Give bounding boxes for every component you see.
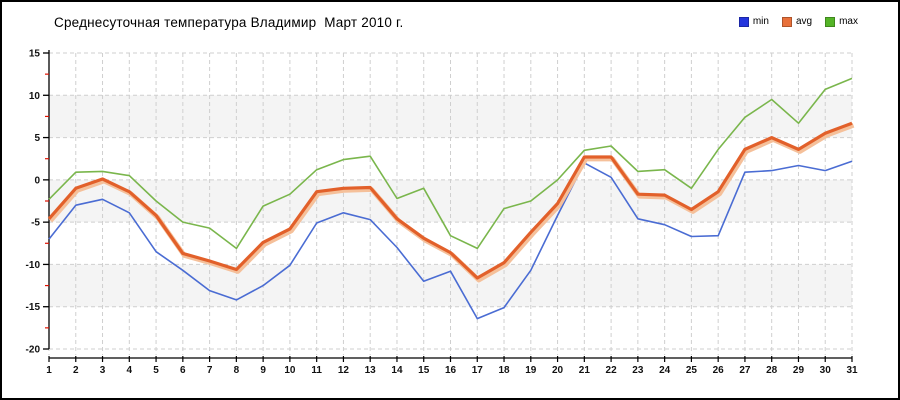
svg-text:27: 27: [739, 365, 751, 376]
legend-item-avg: avg: [781, 16, 813, 27]
svg-text:-20: -20: [26, 345, 41, 356]
svg-text:23: 23: [632, 365, 644, 376]
series-lines: [47, 77, 855, 320]
svg-text:15: 15: [29, 49, 41, 60]
svg-text:24: 24: [659, 365, 671, 376]
svg-text:10: 10: [284, 365, 296, 376]
svg-text:25: 25: [686, 365, 698, 376]
legend: min avg max: [738, 16, 858, 27]
svg-text:9: 9: [260, 365, 266, 376]
min-series-line: [48, 160, 853, 320]
svg-text:14: 14: [391, 365, 403, 376]
svg-text:12: 12: [338, 365, 350, 376]
svg-text:6: 6: [180, 365, 186, 376]
svg-text:-15: -15: [26, 302, 41, 313]
svg-text:-5: -5: [31, 218, 40, 229]
svg-text:8: 8: [234, 365, 240, 376]
legend-swatch-min-icon: [738, 16, 749, 27]
svg-text:22: 22: [606, 365, 618, 376]
svg-text:10: 10: [29, 91, 41, 102]
svg-text:2: 2: [73, 365, 79, 376]
vertical-gridlines: [48, 53, 853, 355]
svg-text:21: 21: [579, 365, 591, 376]
svg-text:4: 4: [127, 365, 133, 376]
legend-swatch-avg-icon: [781, 16, 792, 27]
svg-text:19: 19: [525, 365, 537, 376]
svg-text:16: 16: [445, 365, 457, 376]
svg-text:0: 0: [34, 175, 40, 186]
svg-text:20: 20: [552, 365, 564, 376]
y-axis-minor-ticks: [45, 73, 49, 329]
legend-label-min: min: [752, 16, 769, 27]
svg-text:29: 29: [793, 365, 805, 376]
y-axis-ticks: 15 10 5 0 -5 -10 -15 -20: [26, 49, 49, 356]
svg-text:31: 31: [846, 365, 858, 376]
svg-text:28: 28: [766, 365, 778, 376]
max-series-line: [48, 77, 853, 250]
svg-text:15: 15: [418, 365, 430, 376]
chart-title: Среднесуточная температура Владимир Март…: [54, 15, 404, 30]
legend-label-avg: avg: [795, 16, 813, 27]
avg-series-line: [47, 121, 853, 280]
svg-text:13: 13: [365, 365, 377, 376]
legend-item-min: min: [738, 16, 769, 27]
svg-text:11: 11: [311, 365, 322, 376]
svg-text:17: 17: [472, 365, 484, 376]
svg-text:-10: -10: [26, 260, 41, 271]
svg-text:5: 5: [153, 365, 159, 376]
legend-label-max: max: [839, 16, 858, 27]
svg-text:5: 5: [34, 133, 40, 144]
svg-text:7: 7: [207, 365, 213, 376]
svg-text:30: 30: [820, 365, 832, 376]
svg-text:26: 26: [713, 365, 725, 376]
legend-item-max: max: [825, 16, 858, 27]
svg-text:18: 18: [498, 365, 510, 376]
legend-swatch-max-icon: [825, 16, 836, 27]
svg-text:3: 3: [100, 365, 106, 376]
svg-text:1: 1: [46, 365, 52, 376]
x-axis-ticks: 1 2 3 4 5 6 7 8 9 10 11 12 13 14 15 16 17 18 19 20 21 22 23 24 2…: [46, 356, 858, 376]
